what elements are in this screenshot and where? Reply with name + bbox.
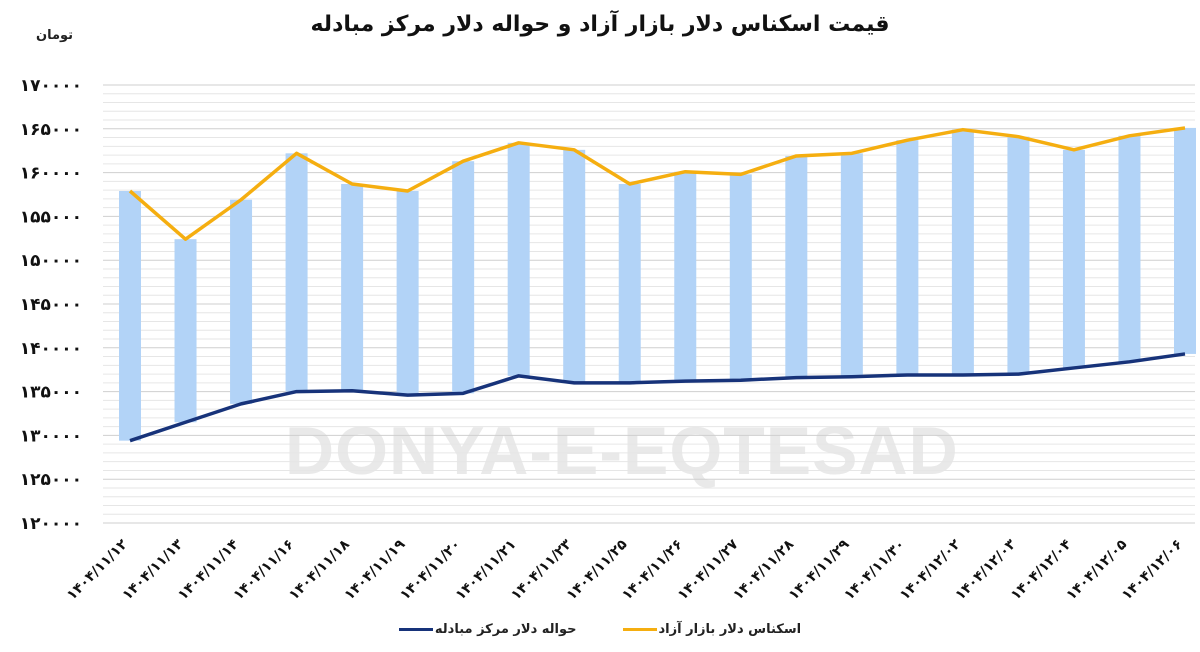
gap-bar (452, 161, 475, 394)
gap-bar (396, 190, 419, 396)
gap-bar (1007, 136, 1030, 375)
exchange-center-line (129, 352, 1186, 443)
gap-bar (951, 129, 974, 375)
legend-item-exchange-center: حواله دلار مرکز مبادله (398, 622, 577, 637)
gap-bar (563, 149, 586, 383)
y-tick-label: ۱۶۰۰۰۰ (20, 164, 82, 184)
y-tick-label: ۱۴۰۰۰۰ (20, 339, 82, 359)
y-tick-label: ۱۲۰۰۰۰ (20, 514, 82, 534)
x-axis-ticks: ۱۴۰۴/۱۱/۱۲۱۴۰۴/۱۱/۱۳۱۴۰۴/۱۱/۱۴۱۴۰۴/۱۱/۱۶… (64, 536, 1186, 603)
gap-bar (230, 199, 253, 404)
series-lines (128, 126, 1186, 443)
chart-title: قیمت اسکناس دلار بازار آزاد و حواله دلار… (310, 12, 890, 37)
y-tick-label: ۱۳۰۰۰۰ (20, 426, 82, 446)
y-tick-label: ۱۵۰۰۰۰ (20, 251, 82, 271)
legend-item-free-market: اسکناس دلار بازار آزاد (622, 622, 802, 637)
gap-bar (618, 183, 641, 383)
gap-bar (840, 153, 863, 377)
legend-label: اسکناس دلار بازار آزاد (658, 622, 802, 637)
gap-bar (729, 174, 752, 381)
legend-label: حواله دلار مرکز مبادله (434, 622, 577, 637)
gap-bar (1174, 127, 1196, 354)
gap-bar (1118, 135, 1141, 362)
gap-bar (174, 239, 197, 423)
y-axis-ticks: ۱۲۰۰۰۰ ۱۲۵۰۰۰ ۱۳۰۰۰۰ ۱۳۵۰۰۰ ۱۴۰۰۰۰ ۱۴۵۰۰۰ ۱۵۰۰… (20, 76, 82, 534)
gap-bar (1062, 149, 1085, 368)
gap-bar (285, 153, 308, 392)
gap-bar (674, 171, 697, 382)
gap-bar (341, 183, 364, 391)
y-tick-label: ۱۵۵۰۰۰ (20, 207, 82, 227)
gap-bar (896, 140, 919, 375)
gap-bar (507, 142, 530, 376)
legend-swatch-orange-icon (622, 628, 657, 631)
gridlines (103, 84, 1195, 524)
free-market-line (128, 126, 1186, 241)
gap-bar (119, 190, 141, 441)
y-tick-label: ۱۶۵۰۰۰ (20, 120, 82, 140)
watermark: DONYA-E-EQTESAD (285, 413, 959, 489)
chart-plot: ۱۲۰۰۰۰ ۱۲۵۰۰۰ ۱۳۰۰۰۰ ۱۳۵۰۰۰ ۱۴۰۰۰۰ ۱۴۵۰۰۰ ۱۵۰۰… (20, 76, 1196, 603)
gap-bars (119, 127, 1196, 441)
y-axis-unit-label: تومان (36, 28, 74, 43)
legend: اسکناس دلار بازار آزاد حواله دلار مرکز م… (0, 622, 1200, 637)
y-tick-label: ۱۴۵۰۰۰ (20, 295, 82, 315)
y-tick-label: ۱۲۵۰۰۰ (20, 470, 82, 490)
legend-swatch-navy-icon (398, 628, 433, 631)
y-tick-label: ۱۳۵۰۰۰ (20, 383, 82, 403)
y-tick-label: ۱۷۰۰۰۰ (20, 76, 82, 96)
gap-bar (785, 155, 808, 378)
